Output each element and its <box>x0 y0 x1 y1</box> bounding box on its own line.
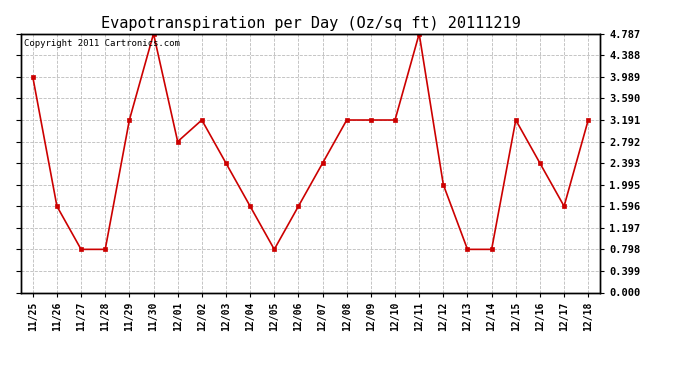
Text: Copyright 2011 Cartronics.com: Copyright 2011 Cartronics.com <box>23 39 179 48</box>
Title: Evapotranspiration per Day (Oz/sq ft) 20111219: Evapotranspiration per Day (Oz/sq ft) 20… <box>101 16 520 31</box>
